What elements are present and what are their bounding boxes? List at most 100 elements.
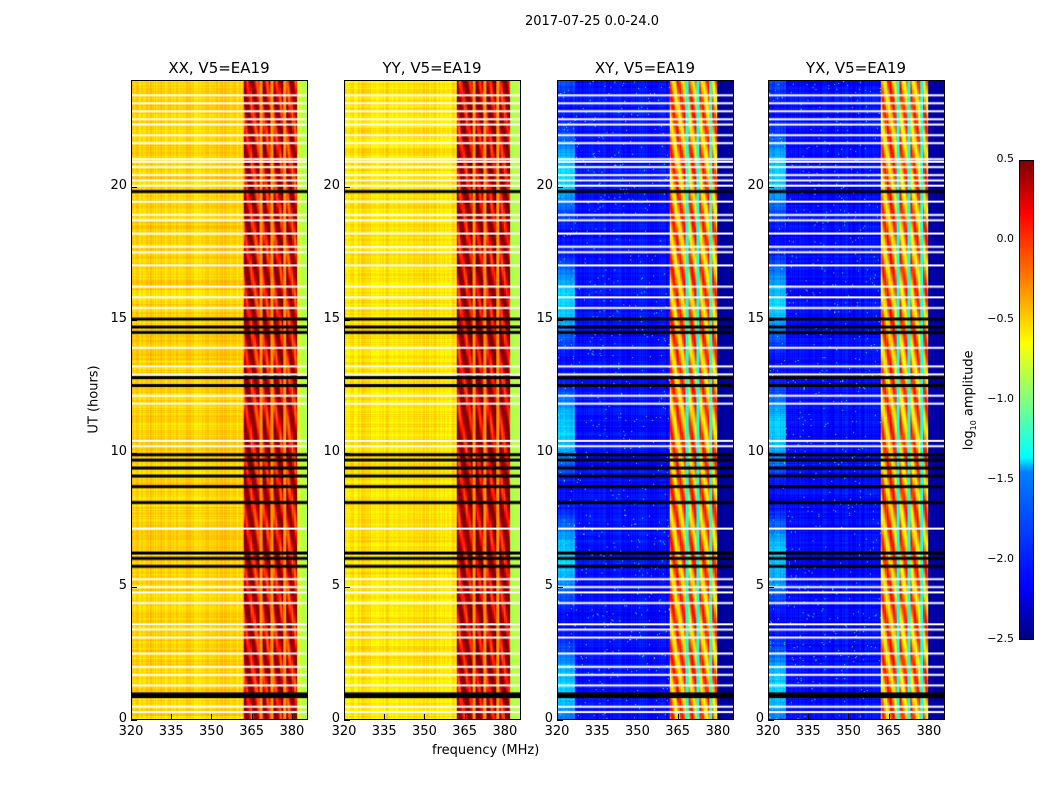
x-tick-label: 365 xyxy=(452,724,478,739)
y-tick-label: 0 xyxy=(118,711,127,726)
x-tick-label: 380 xyxy=(705,724,731,739)
x-tick xyxy=(384,714,386,720)
y-tick-label: 5 xyxy=(118,577,127,593)
x-tick-label: 365 xyxy=(876,724,902,739)
y-tick xyxy=(557,453,563,455)
y-tick-label: 0 xyxy=(755,711,764,726)
y-tick xyxy=(768,586,774,588)
x-tick-label: 320 xyxy=(118,724,144,739)
x-tick xyxy=(888,714,890,720)
colorbar xyxy=(1019,160,1034,640)
y-tick-label: 20 xyxy=(536,177,553,193)
y-tick-label: 5 xyxy=(544,577,553,593)
figure-title: 2017-07-25 0.0-24.0 xyxy=(525,14,659,29)
x-tick xyxy=(717,714,719,720)
heatmap-cells xyxy=(769,81,944,719)
x-tick-label: 380 xyxy=(279,724,305,739)
x-tick xyxy=(291,714,293,720)
x-tick-label: 335 xyxy=(371,724,397,739)
x-tick-label: 365 xyxy=(665,724,691,739)
x-tick xyxy=(557,714,558,720)
x-tick xyxy=(677,714,679,720)
x-tick xyxy=(768,714,769,720)
y-tick xyxy=(131,586,137,588)
x-tick xyxy=(211,714,213,720)
heatmap-cells xyxy=(132,81,307,719)
colorbar-tick-label: 0.5 xyxy=(996,152,1015,165)
x-tick xyxy=(637,714,639,720)
y-tick-label: 10 xyxy=(747,444,764,460)
x-tick-label: 320 xyxy=(755,724,781,739)
x-tick xyxy=(848,714,850,720)
y-tick-label: 20 xyxy=(110,177,127,193)
x-tick xyxy=(251,714,253,720)
y-tick-label: 20 xyxy=(323,177,340,193)
x-tick-label: 380 xyxy=(916,724,942,739)
y-tick-label: 0 xyxy=(544,711,553,726)
panel-title: YY, V5=EA19 xyxy=(382,59,482,77)
panel-title: XX, V5=EA19 xyxy=(168,59,270,77)
y-tick-label: 20 xyxy=(747,177,764,193)
x-tick-label: 350 xyxy=(412,724,437,739)
colorbar-tick-label: −2.5 xyxy=(987,632,1014,645)
y-tick xyxy=(131,186,137,188)
x-tick xyxy=(424,714,426,720)
colorbar-tick-label: −0.5 xyxy=(987,312,1014,325)
y-tick xyxy=(344,720,350,721)
x-tick-label: 350 xyxy=(199,724,224,739)
y-tick xyxy=(557,586,563,588)
x-tick-label: 320 xyxy=(544,724,570,739)
y-axis-label: UT (hours) xyxy=(86,365,102,434)
heatmap-panel xyxy=(131,80,308,720)
colorbar-tick-label: −1.5 xyxy=(987,472,1014,485)
x-tick xyxy=(131,714,132,720)
y-tick-label: 10 xyxy=(536,444,553,460)
heatmap-panel xyxy=(768,80,945,720)
x-tick xyxy=(464,714,466,720)
y-tick xyxy=(768,453,774,455)
x-tick xyxy=(344,714,345,720)
y-tick-label: 0 xyxy=(331,711,340,726)
x-tick-label: 380 xyxy=(492,724,518,739)
y-tick xyxy=(768,720,774,721)
y-tick-label: 5 xyxy=(331,577,340,593)
y-tick xyxy=(344,586,350,588)
x-tick-label: 350 xyxy=(625,724,650,739)
y-tick-label: 5 xyxy=(755,577,764,593)
y-tick xyxy=(344,453,350,455)
x-tick-label: 335 xyxy=(584,724,610,739)
y-tick-label: 15 xyxy=(323,311,340,326)
y-tick xyxy=(131,453,137,455)
x-tick xyxy=(928,714,930,720)
colorbar-tick-label: 0.0 xyxy=(996,232,1015,245)
colorbar-label: log10 amplitude xyxy=(961,350,979,451)
y-tick xyxy=(344,320,350,321)
heatmap-panel xyxy=(344,80,521,720)
y-tick xyxy=(768,186,774,188)
y-tick xyxy=(557,320,563,321)
x-tick-label: 320 xyxy=(331,724,357,739)
y-tick-label: 10 xyxy=(323,444,340,460)
x-axis-label: frequency (MHz) xyxy=(432,743,540,758)
x-tick-label: 365 xyxy=(239,724,265,739)
panel-title: YX, V5=EA19 xyxy=(805,59,907,77)
y-tick xyxy=(344,186,350,188)
y-tick xyxy=(131,720,137,721)
heatmap-cells xyxy=(345,81,520,719)
y-tick-label: 15 xyxy=(747,311,764,326)
panel-title: XY, V5=EA19 xyxy=(594,59,696,77)
y-tick-label: 10 xyxy=(110,444,127,460)
x-tick xyxy=(504,714,506,720)
x-tick xyxy=(597,714,599,720)
colorbar-tick-label: −1.0 xyxy=(987,392,1014,405)
y-tick-label: 15 xyxy=(110,311,127,326)
y-tick xyxy=(131,320,137,321)
x-tick-label: 350 xyxy=(836,724,861,739)
y-tick xyxy=(557,720,563,721)
heatmap-panel xyxy=(557,80,734,720)
x-tick xyxy=(171,714,173,720)
x-tick xyxy=(808,714,810,720)
y-tick-label: 15 xyxy=(536,311,553,326)
heatmap-cells xyxy=(558,81,733,719)
